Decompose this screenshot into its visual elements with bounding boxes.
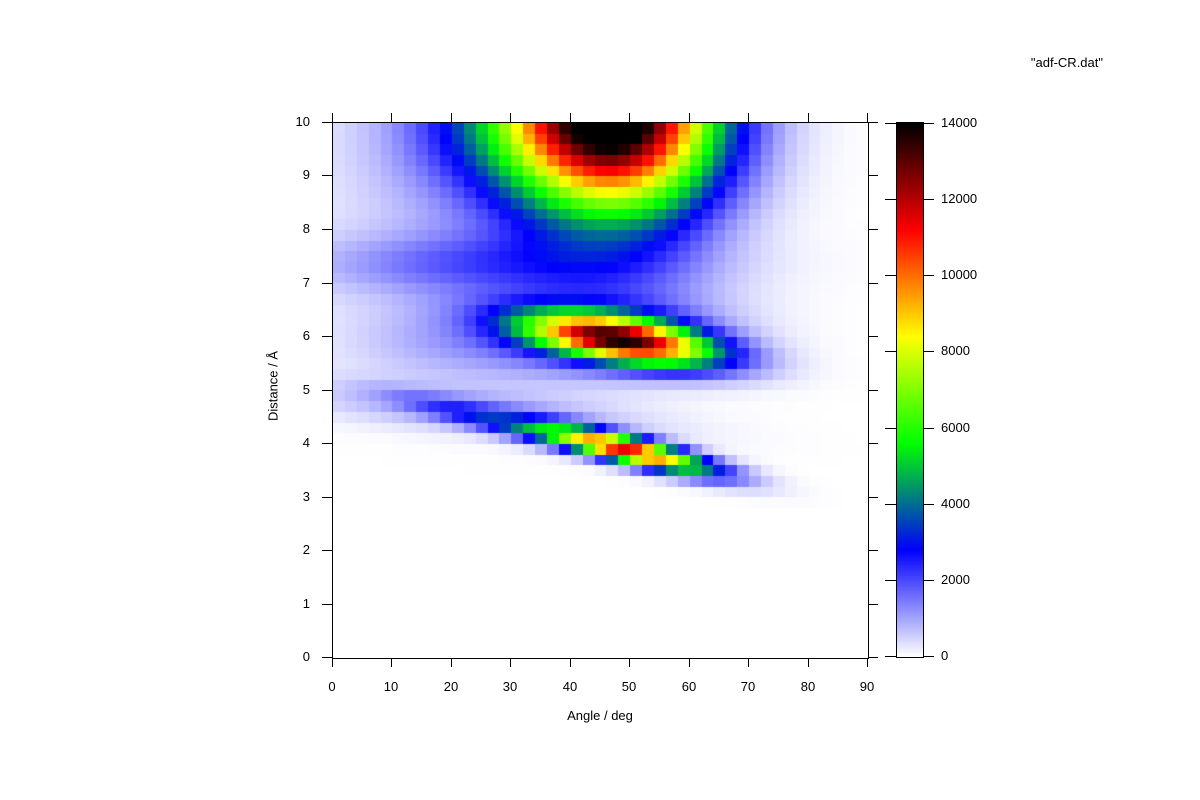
x-tick-mirror xyxy=(332,113,333,122)
y-tick-mirror xyxy=(868,497,878,498)
x-tick-label: 90 xyxy=(859,679,875,694)
y-tick-mirror xyxy=(868,283,878,284)
y-tick xyxy=(322,604,332,605)
plot-title: "adf-CR.dat" xyxy=(1030,55,1103,70)
x-tick-mirror xyxy=(391,113,392,122)
colorbar-tick xyxy=(885,580,896,581)
colorbar-tick-label: 14000 xyxy=(941,115,978,130)
y-tick xyxy=(322,443,332,444)
x-tick-label: 60 xyxy=(681,679,697,694)
y-tick-mirror xyxy=(868,336,878,337)
x-tick-label: 10 xyxy=(383,679,399,694)
colorbar-tick xyxy=(885,351,896,352)
y-tick xyxy=(322,657,332,658)
y-tick xyxy=(322,497,332,498)
x-tick-label: 50 xyxy=(621,679,637,694)
y-tick-label: 7 xyxy=(302,275,310,290)
y-tick-label: 0 xyxy=(302,649,310,664)
y-tick xyxy=(322,229,332,230)
x-tick-label: 70 xyxy=(740,679,756,694)
colorbar-tick-label: 4000 xyxy=(941,496,970,511)
y-tick-mirror xyxy=(868,604,878,605)
colorbar-tick xyxy=(885,428,896,429)
y-tick xyxy=(322,336,332,337)
colorbar-tick-right xyxy=(924,351,934,352)
x-tick-mirror xyxy=(867,113,868,122)
x-tick-mirror xyxy=(748,113,749,122)
y-tick-mirror xyxy=(868,122,878,123)
y-axis-title: Distance / Å xyxy=(265,350,281,422)
x-tick xyxy=(867,658,868,667)
x-tick xyxy=(570,658,571,667)
x-tick-label: 40 xyxy=(562,679,578,694)
x-tick-mirror xyxy=(689,113,690,122)
y-tick xyxy=(322,122,332,123)
x-tick xyxy=(808,658,809,667)
y-tick-mirror xyxy=(868,390,878,391)
x-tick xyxy=(689,658,690,667)
y-tick-mirror xyxy=(868,550,878,551)
colorbar-border xyxy=(896,122,924,658)
colorbar-tick-label: 2000 xyxy=(941,572,970,587)
x-tick xyxy=(748,658,749,667)
x-tick-label: 0 xyxy=(328,679,336,694)
y-tick-label: 3 xyxy=(302,489,310,504)
colorbar-tick-right xyxy=(924,123,934,124)
x-tick xyxy=(629,658,630,667)
x-tick-mirror xyxy=(451,113,452,122)
colorbar-tick xyxy=(885,504,896,505)
colorbar-tick-right xyxy=(924,199,934,200)
colorbar-tick-right xyxy=(924,656,934,657)
x-tick xyxy=(391,658,392,667)
colorbar-tick-right xyxy=(924,275,934,276)
y-tick-label: 9 xyxy=(302,167,310,182)
y-tick-label: 4 xyxy=(302,435,310,450)
y-tick xyxy=(322,390,332,391)
y-tick-label: 10 xyxy=(295,114,310,129)
y-tick-label: 8 xyxy=(302,221,310,236)
y-tick xyxy=(322,175,332,176)
y-tick-mirror xyxy=(868,229,878,230)
y-tick-mirror xyxy=(868,175,878,176)
colorbar-tick xyxy=(885,656,896,657)
x-tick-mirror xyxy=(570,113,571,122)
heatmap-canvas xyxy=(333,123,868,658)
colorbar-tick-label: 10000 xyxy=(941,267,978,282)
colorbar-canvas xyxy=(897,123,923,657)
colorbar-tick-label: 0 xyxy=(941,648,949,663)
y-tick xyxy=(322,550,332,551)
x-tick xyxy=(451,658,452,667)
colorbar-tick xyxy=(885,275,896,276)
y-tick-label: 6 xyxy=(302,328,310,343)
colorbar-tick xyxy=(885,199,896,200)
x-axis-title: Angle / deg xyxy=(567,708,633,723)
x-tick-mirror xyxy=(510,113,511,122)
y-tick xyxy=(322,283,332,284)
colorbar-tick-label: 6000 xyxy=(941,420,970,435)
colorbar-tick-right xyxy=(924,504,934,505)
x-tick xyxy=(332,658,333,667)
y-tick-mirror xyxy=(868,657,878,658)
colorbar-tick-label: 12000 xyxy=(941,191,978,206)
x-tick xyxy=(510,658,511,667)
x-tick-mirror xyxy=(629,113,630,122)
x-tick-label: 30 xyxy=(502,679,518,694)
x-tick-mirror xyxy=(808,113,809,122)
y-tick-label: 5 xyxy=(302,382,310,397)
y-tick-label: 1 xyxy=(302,596,310,611)
y-tick-label: 2 xyxy=(302,542,310,557)
x-tick-label: 20 xyxy=(443,679,459,694)
colorbar-tick-right xyxy=(924,580,934,581)
colorbar-tick-label: 8000 xyxy=(941,343,970,358)
x-tick-label: 80 xyxy=(800,679,816,694)
colorbar-tick-right xyxy=(924,428,934,429)
y-tick-mirror xyxy=(868,443,878,444)
colorbar-tick xyxy=(885,123,896,124)
